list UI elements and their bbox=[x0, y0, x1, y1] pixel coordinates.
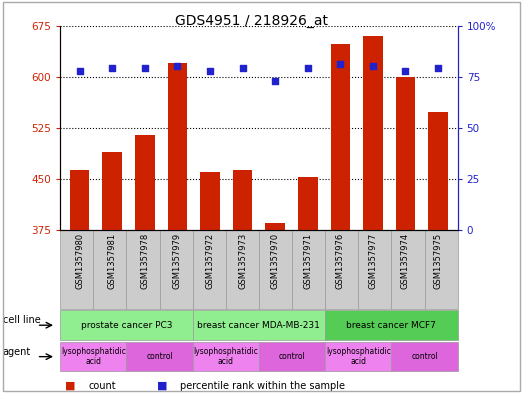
Bar bbox=[135, 134, 155, 230]
Point bbox=[108, 65, 117, 72]
Point bbox=[303, 65, 312, 72]
Point bbox=[75, 67, 84, 73]
Point bbox=[434, 65, 442, 72]
Bar bbox=[168, 63, 187, 230]
Text: lysophosphatidic
acid: lysophosphatidic acid bbox=[194, 347, 258, 366]
Bar bbox=[200, 172, 220, 230]
Text: prostate cancer PC3: prostate cancer PC3 bbox=[81, 321, 172, 330]
Text: control: control bbox=[279, 352, 305, 361]
Text: lysophosphatidic
acid: lysophosphatidic acid bbox=[61, 347, 126, 366]
Text: breast cancer MCF7: breast cancer MCF7 bbox=[346, 321, 436, 330]
Point bbox=[336, 61, 345, 68]
Text: agent: agent bbox=[3, 347, 31, 357]
Bar bbox=[331, 44, 350, 230]
Text: cell line: cell line bbox=[3, 316, 40, 325]
Text: control: control bbox=[411, 352, 438, 361]
Point bbox=[369, 63, 377, 70]
Bar bbox=[233, 170, 253, 230]
Point bbox=[238, 65, 247, 72]
Bar bbox=[70, 170, 89, 230]
Text: breast cancer MDA-MB-231: breast cancer MDA-MB-231 bbox=[198, 321, 320, 330]
Point bbox=[271, 77, 279, 84]
Text: ■: ■ bbox=[65, 381, 76, 391]
Bar bbox=[396, 77, 415, 230]
Text: count: count bbox=[89, 381, 117, 391]
Text: control: control bbox=[146, 352, 173, 361]
Point bbox=[173, 63, 181, 70]
Point bbox=[401, 67, 410, 73]
Point bbox=[206, 67, 214, 73]
Bar bbox=[363, 36, 383, 230]
Text: lysophosphatidic
acid: lysophosphatidic acid bbox=[326, 347, 391, 366]
Text: ■: ■ bbox=[157, 381, 167, 391]
Text: GDS4951 / 218926_at: GDS4951 / 218926_at bbox=[175, 14, 327, 28]
Point bbox=[141, 65, 149, 72]
Bar bbox=[265, 223, 285, 230]
Bar bbox=[103, 152, 122, 230]
Bar bbox=[428, 112, 448, 230]
Text: percentile rank within the sample: percentile rank within the sample bbox=[180, 381, 345, 391]
Bar bbox=[298, 177, 317, 230]
